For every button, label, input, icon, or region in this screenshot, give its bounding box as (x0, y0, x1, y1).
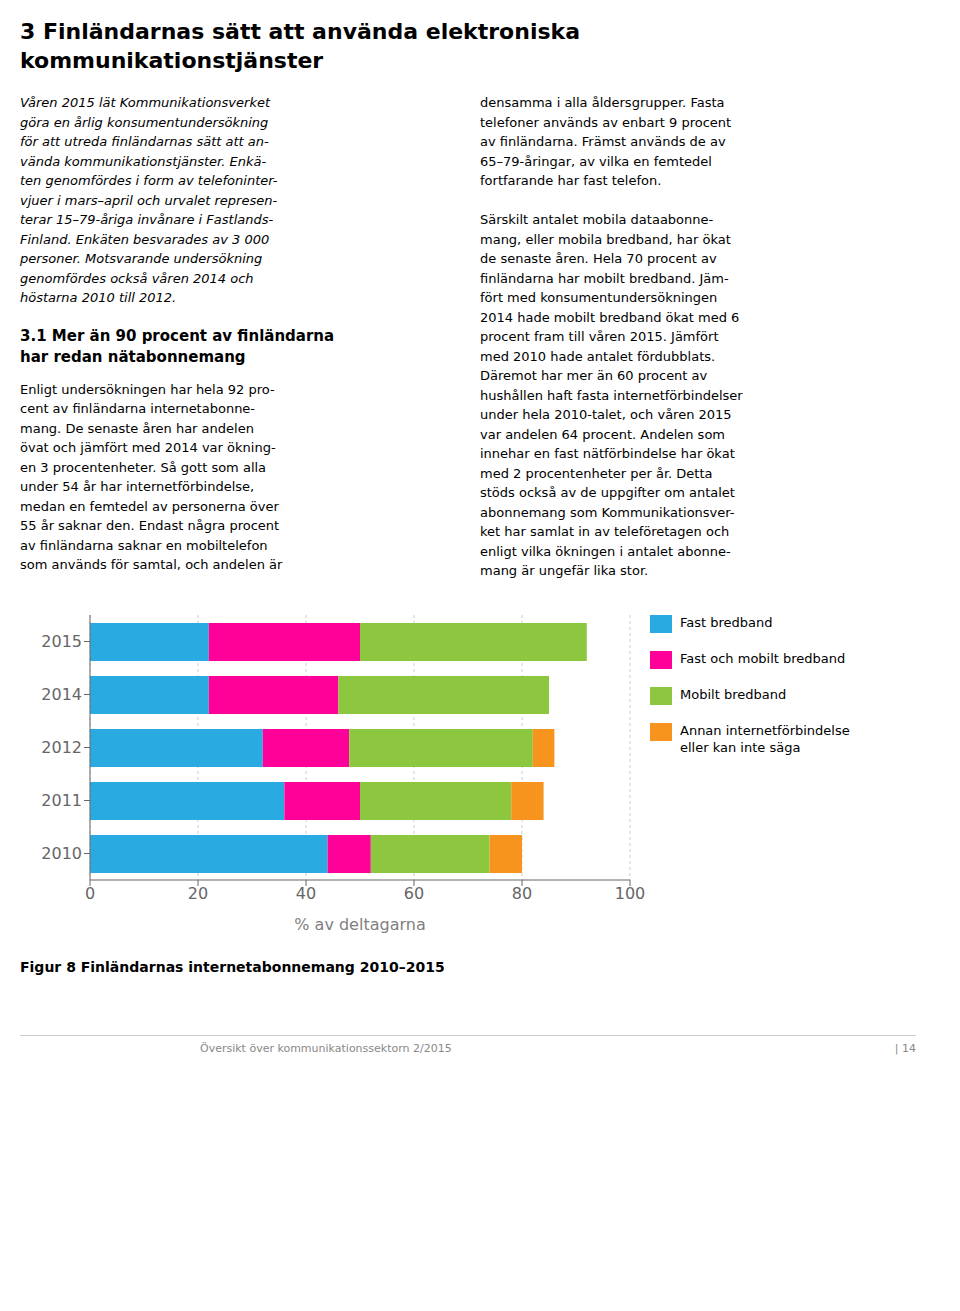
html-text:Fast bredband: Fast bredband (680, 614, 773, 630)
svg-text:60: 60 (404, 884, 424, 903)
svg-text:2010: 2010 (41, 844, 82, 863)
svg-text:% av deltagarna: % av deltagarna (294, 915, 425, 934)
svg-text:80: 80 (512, 884, 532, 903)
html-text:Mobilt bredband: Mobilt bredband (680, 686, 787, 702)
html-text:Enligt undersökningen har hela: Enligt undersökningen har hela 92 pro- c… (20, 381, 283, 573)
html-text:3.1 Mer än 90 procent av finlä: 3.1 Mer än 90 procent av finländarna har… (20, 326, 335, 366)
svg-text:2011: 2011 (41, 791, 82, 810)
html-text:| 14: | 14 (894, 1041, 916, 1055)
svg-text:2012: 2012 (41, 738, 82, 757)
html-text:Översikt över kommunikationsse: Översikt över kommunikationssektorn 2/20… (200, 1041, 452, 1055)
svg-text:20: 20 (188, 884, 208, 903)
svg-text:100: 100 (615, 884, 646, 903)
html-text:densamma i alla åldersgrupper.: densamma i alla åldersgrupper. Fasta tel… (480, 95, 743, 579)
html-text:Fast och mobilt bredband: Fast och mobilt bredband (680, 650, 846, 666)
html-text:Annan internetförbindelse elle: Annan internetförbindelse eller kan inte… (680, 722, 850, 755)
html-text:kommunikationstjänster: kommunikationstjänster (20, 47, 324, 73)
html-text:3 Finländarnas sätt att använd: 3 Finländarnas sätt att använda elektron… (20, 19, 580, 44)
svg-text:0: 0 (85, 884, 95, 903)
html-text:Våren 2015 lät Kommunikationsv: Våren 2015 lät Kommunikationsverket göra… (20, 95, 278, 306)
svg-text:2015: 2015 (41, 632, 82, 651)
svg-text:40: 40 (296, 884, 316, 903)
html-text:Figur 8 Finländarnas interneta: Figur 8 Finländarnas internetabonnemang … (20, 958, 445, 975)
svg-text:2014: 2014 (41, 685, 82, 704)
